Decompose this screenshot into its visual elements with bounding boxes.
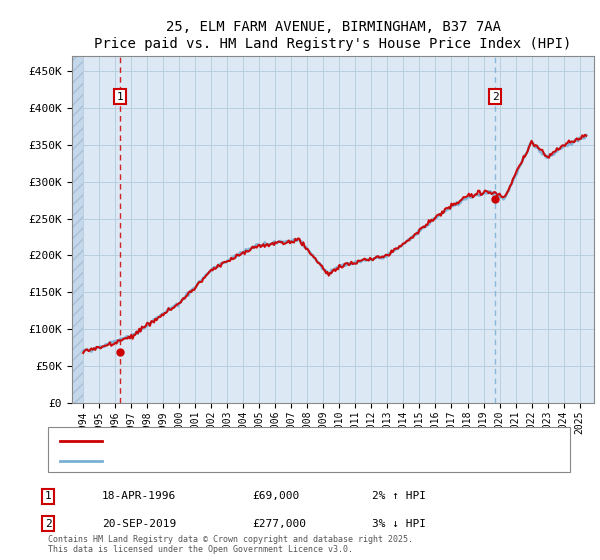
Text: Contains HM Land Registry data © Crown copyright and database right 2025.
This d: Contains HM Land Registry data © Crown c… bbox=[48, 535, 413, 554]
Text: 3% ↓ HPI: 3% ↓ HPI bbox=[372, 519, 426, 529]
Text: 2% ↑ HPI: 2% ↑ HPI bbox=[372, 492, 426, 502]
Text: 2: 2 bbox=[491, 92, 499, 101]
FancyBboxPatch shape bbox=[48, 427, 570, 472]
Text: 18-APR-1996: 18-APR-1996 bbox=[102, 492, 176, 502]
Text: 20-SEP-2019: 20-SEP-2019 bbox=[102, 519, 176, 529]
Text: 2: 2 bbox=[44, 519, 52, 529]
Bar bbox=[72, 56, 83, 403]
Text: £277,000: £277,000 bbox=[252, 519, 306, 529]
Text: HPI: Average price, semi-detached house, Solihull: HPI: Average price, semi-detached house,… bbox=[114, 456, 420, 466]
Text: 1: 1 bbox=[116, 92, 123, 101]
Text: 1: 1 bbox=[44, 492, 52, 502]
Text: £69,000: £69,000 bbox=[252, 492, 299, 502]
Text: 25, ELM FARM AVENUE, BIRMINGHAM, B37 7AA (semi-detached house): 25, ELM FARM AVENUE, BIRMINGHAM, B37 7AA… bbox=[114, 436, 502, 446]
Title: 25, ELM FARM AVENUE, BIRMINGHAM, B37 7AA
Price paid vs. HM Land Registry's House: 25, ELM FARM AVENUE, BIRMINGHAM, B37 7AA… bbox=[94, 21, 572, 50]
